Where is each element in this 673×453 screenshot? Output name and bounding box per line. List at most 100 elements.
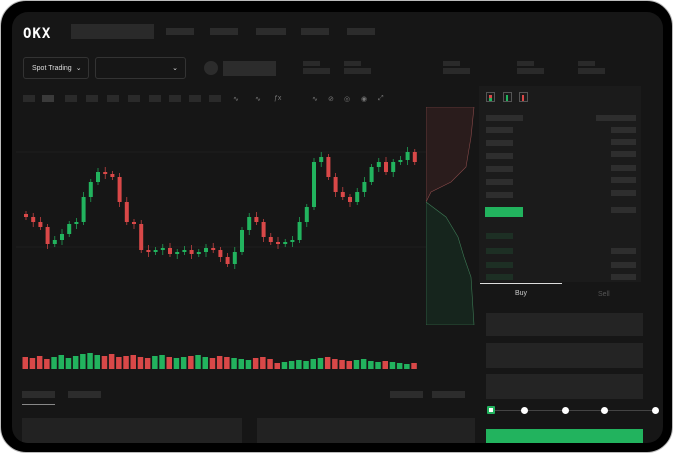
stat-value: [344, 68, 371, 74]
timeframe-button[interactable]: [128, 95, 140, 102]
timeframe-button[interactable]: [107, 95, 119, 102]
ask-amount: [611, 151, 636, 157]
candle: [60, 234, 64, 240]
timeframe-button[interactable]: [149, 95, 161, 102]
timeframe-button[interactable]: [23, 95, 35, 102]
candle: [110, 174, 115, 177]
total-input[interactable]: [486, 374, 643, 399]
camera-icon[interactable]: ◎: [344, 96, 351, 103]
tab-buy[interactable]: Buy: [515, 290, 528, 297]
draw-icon[interactable]: ⊘: [328, 96, 334, 103]
timeframe-button[interactable]: [42, 95, 54, 102]
volume-bar: [36, 356, 43, 369]
volume-bar: [238, 359, 244, 369]
fx-icon[interactable]: ƒx: [274, 95, 282, 102]
volume-bar: [188, 356, 194, 369]
bid-price: [486, 274, 513, 280]
orderbook-both-icon[interactable]: [486, 92, 495, 102]
orderbook-bids-icon[interactable]: [503, 92, 512, 102]
slider-step-75[interactable]: [601, 407, 608, 414]
nav-item[interactable]: [301, 28, 329, 35]
candle: [124, 202, 129, 222]
stat-label: [303, 61, 320, 66]
indicator-icon[interactable]: ∿: [233, 96, 239, 103]
volume-bar: [260, 357, 266, 369]
nav-item[interactable]: [210, 28, 238, 35]
slider-step-50[interactable]: [562, 407, 569, 414]
candle: [67, 224, 72, 234]
pair-dropdown[interactable]: ⌄: [95, 57, 186, 79]
candle: [319, 157, 324, 162]
candle: [247, 217, 252, 230]
candle: [81, 197, 86, 222]
volume-bar: [216, 356, 223, 369]
fullscreen-icon[interactable]: ⤢: [378, 95, 384, 102]
candle: [304, 207, 309, 222]
orderbook-asks-icon[interactable]: [519, 92, 528, 102]
volume-bar: [137, 357, 144, 369]
buy-button[interactable]: [486, 429, 643, 443]
candle: [196, 252, 201, 254]
volume-bar: [375, 362, 381, 369]
filter-button[interactable]: [432, 391, 465, 398]
volume-bar: [29, 358, 36, 369]
depth-chart: [426, 107, 475, 325]
volume-bar: [310, 359, 316, 369]
indicator-icon[interactable]: ∿: [255, 96, 261, 103]
volume-bar: [360, 359, 367, 369]
candle: [153, 250, 158, 252]
tab-sell[interactable]: Sell: [598, 291, 610, 298]
timeframe-button[interactable]: [86, 95, 98, 102]
candle: [52, 240, 57, 244]
ask-amount: [611, 207, 636, 213]
volume-bar: [72, 356, 79, 369]
filter-button[interactable]: [390, 391, 423, 398]
chevron-down-icon: ⌄: [75, 65, 82, 72]
volume-bar: [51, 357, 57, 369]
settings-icon[interactable]: ◉: [361, 96, 368, 103]
candle: [290, 240, 295, 242]
amount-slider-track[interactable]: [490, 410, 655, 411]
okx-logo: OKX: [23, 26, 52, 42]
trading-mode-dropdown[interactable]: Spot Trading ⌄: [23, 57, 89, 79]
line-icon[interactable]: ∿: [312, 96, 318, 103]
timeframe-button[interactable]: [209, 95, 221, 102]
volume-bar: [65, 358, 72, 369]
slider-handle[interactable]: [487, 406, 495, 414]
timeframe-button[interactable]: [169, 95, 181, 102]
candle: [312, 162, 316, 207]
trading-mode-label: Spot Trading: [32, 64, 72, 72]
candle: [398, 160, 403, 162]
volume-bar: [101, 356, 108, 369]
amount-input[interactable]: [486, 343, 643, 368]
search-bar[interactable]: [71, 24, 154, 39]
tab-history[interactable]: [68, 391, 101, 398]
tab-open-orders[interactable]: [22, 391, 55, 398]
volume-bar: [116, 357, 122, 369]
volume-bar: [87, 353, 93, 369]
candle: [117, 177, 122, 202]
candle: [391, 162, 396, 172]
volume-bar: [281, 362, 288, 369]
volume-bar: [411, 363, 417, 369]
ask-price: [486, 153, 513, 159]
volume-bar: [353, 360, 360, 369]
candlestick-chart[interactable]: [16, 107, 476, 377]
nav-item[interactable]: [347, 28, 375, 35]
volume-bar: [166, 357, 172, 369]
timeframe-button[interactable]: [189, 95, 201, 102]
timeframe-button[interactable]: [65, 95, 77, 102]
ask-amount: [611, 127, 636, 133]
price-input[interactable]: [486, 313, 643, 336]
candle: [333, 177, 338, 192]
slider-step-25[interactable]: [521, 407, 528, 414]
stat-value: [517, 68, 544, 74]
ask-amount: [611, 165, 636, 171]
volume-bar: [94, 355, 100, 369]
volume-bar: [202, 357, 208, 369]
nav-item[interactable]: [166, 28, 194, 35]
slider-step-100[interactable]: [652, 407, 659, 414]
nav-item[interactable]: [256, 28, 286, 35]
candle: [31, 217, 36, 222]
